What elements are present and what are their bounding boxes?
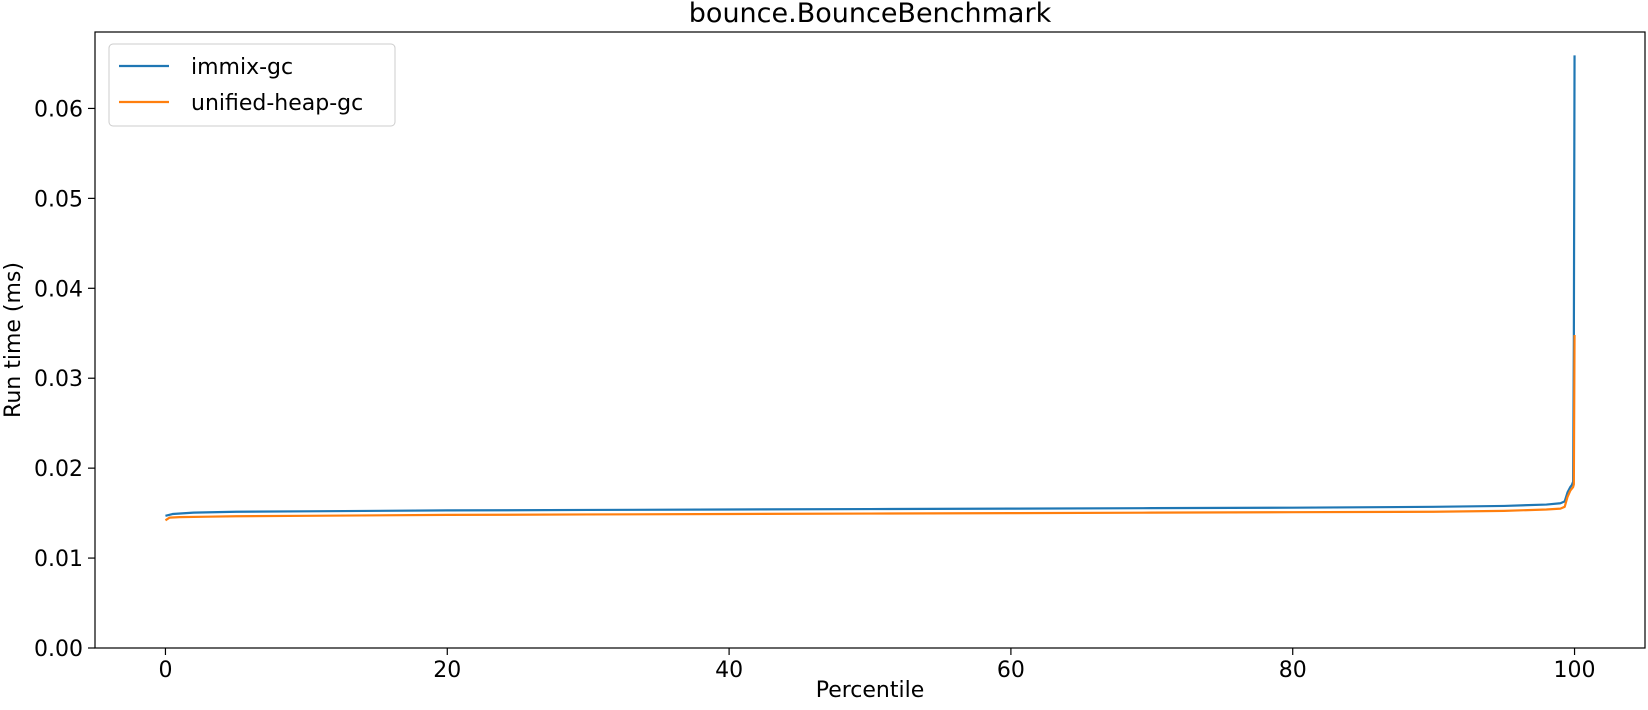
y-tick-label: 0.01 (34, 547, 83, 572)
x-tick-label: 20 (433, 658, 461, 683)
plot-frame (94, 31, 1646, 649)
y-tick-label: 0.03 (34, 367, 83, 392)
series-layer (164, 55, 1576, 522)
chart-title: bounce.BounceBenchmark (689, 0, 1052, 29)
x-tick-label: 60 (997, 658, 1025, 683)
series-line-2 (164, 335, 1576, 522)
y-axis-ticks: 0.00 0.01 0.02 0.03 0.04 0.05 0.06 (34, 97, 95, 662)
x-tick-label: 100 (1554, 658, 1596, 683)
x-tick-label: 40 (715, 658, 743, 683)
y-tick-label: 0.02 (34, 457, 83, 482)
legend-label-1: immix-gc (191, 55, 293, 80)
x-axis-label: Percentile (816, 678, 925, 703)
y-tick-label: 0.05 (34, 187, 83, 212)
legend: immix-gc unified-heap-gc (108, 43, 396, 127)
legend-box (108, 43, 396, 127)
x-tick-label: 80 (1279, 658, 1307, 683)
series-line-1 (165, 55, 1576, 517)
legend-label-2: unified-heap-gc (191, 91, 363, 116)
y-tick-label: 0.06 (34, 97, 83, 122)
y-tick-label: 0.04 (34, 277, 83, 302)
y-tick-label: 0.00 (34, 637, 83, 662)
x-tick-label: 0 (158, 658, 172, 683)
x-axis-ticks: 0 20 40 60 80 100 (158, 648, 1596, 683)
y-axis-label: Run time (ms) (1, 262, 26, 418)
